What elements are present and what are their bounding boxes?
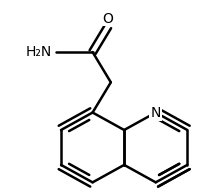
Text: N: N [151, 106, 161, 120]
Text: O: O [103, 12, 114, 26]
Text: H₂N: H₂N [26, 45, 52, 59]
